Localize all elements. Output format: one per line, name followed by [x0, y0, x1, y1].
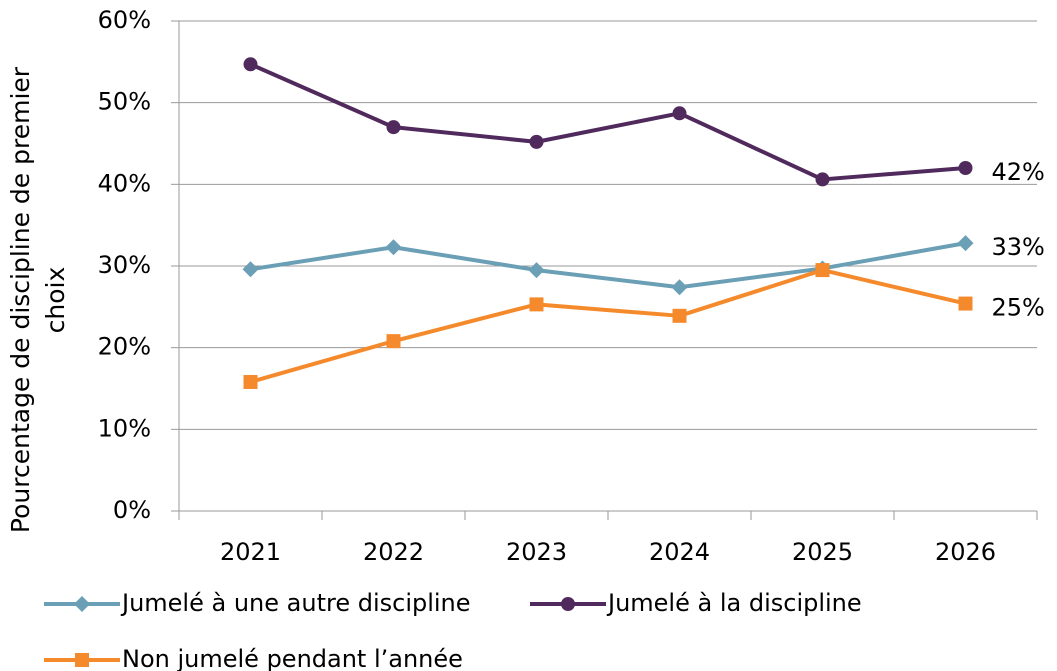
series-line [249, 62, 966, 182]
x-tick-label: 2022 [363, 538, 424, 566]
x-tick-label: 2023 [506, 538, 567, 566]
y-tick-label: 10% [98, 414, 151, 442]
legend-label: Jumelé à la discipline [606, 589, 862, 617]
data-label: 33% [992, 233, 1045, 261]
y-axis-label: Pourcentage de discipline de premier cho… [6, 66, 70, 534]
x-tick-label: 2024 [649, 538, 710, 566]
legend-marker [74, 596, 90, 612]
point-marker [815, 172, 830, 187]
y-tick-label: 20% [98, 333, 151, 361]
data-label: 42% [992, 158, 1045, 186]
point-marker [815, 263, 830, 278]
series-line [250, 241, 966, 290]
data-label: 25% [992, 294, 1045, 322]
legend-label: Non jumelé pendant l’année [122, 645, 463, 671]
y-tick-label: 0% [113, 496, 151, 524]
legend-marker [561, 597, 575, 611]
point-marker [671, 279, 688, 296]
point-marker [386, 334, 401, 349]
x-tick-label: 2025 [792, 538, 853, 566]
point-marker [385, 239, 402, 256]
point-marker [243, 374, 258, 389]
x-tick-label: 2021 [220, 538, 281, 566]
point-marker [957, 235, 974, 252]
point-marker [529, 134, 544, 149]
point-marker [672, 106, 687, 121]
point-marker [243, 57, 258, 72]
series-line [249, 268, 966, 384]
x-tick-label: 2026 [935, 538, 996, 566]
legend-marker [75, 653, 89, 667]
point-marker [529, 297, 544, 312]
point-marker [528, 262, 545, 279]
y-tick-label: 60% [98, 6, 151, 34]
point-marker [672, 308, 687, 323]
legend-label: Jumelé à une autre discipline [120, 589, 471, 617]
y-tick-label: 40% [98, 169, 151, 197]
point-marker [242, 261, 259, 278]
point-marker [958, 161, 973, 175]
point-marker [386, 120, 401, 135]
point-marker [958, 296, 973, 311]
y-tick-label: 50% [98, 88, 151, 116]
y-tick-label: 30% [98, 251, 151, 279]
